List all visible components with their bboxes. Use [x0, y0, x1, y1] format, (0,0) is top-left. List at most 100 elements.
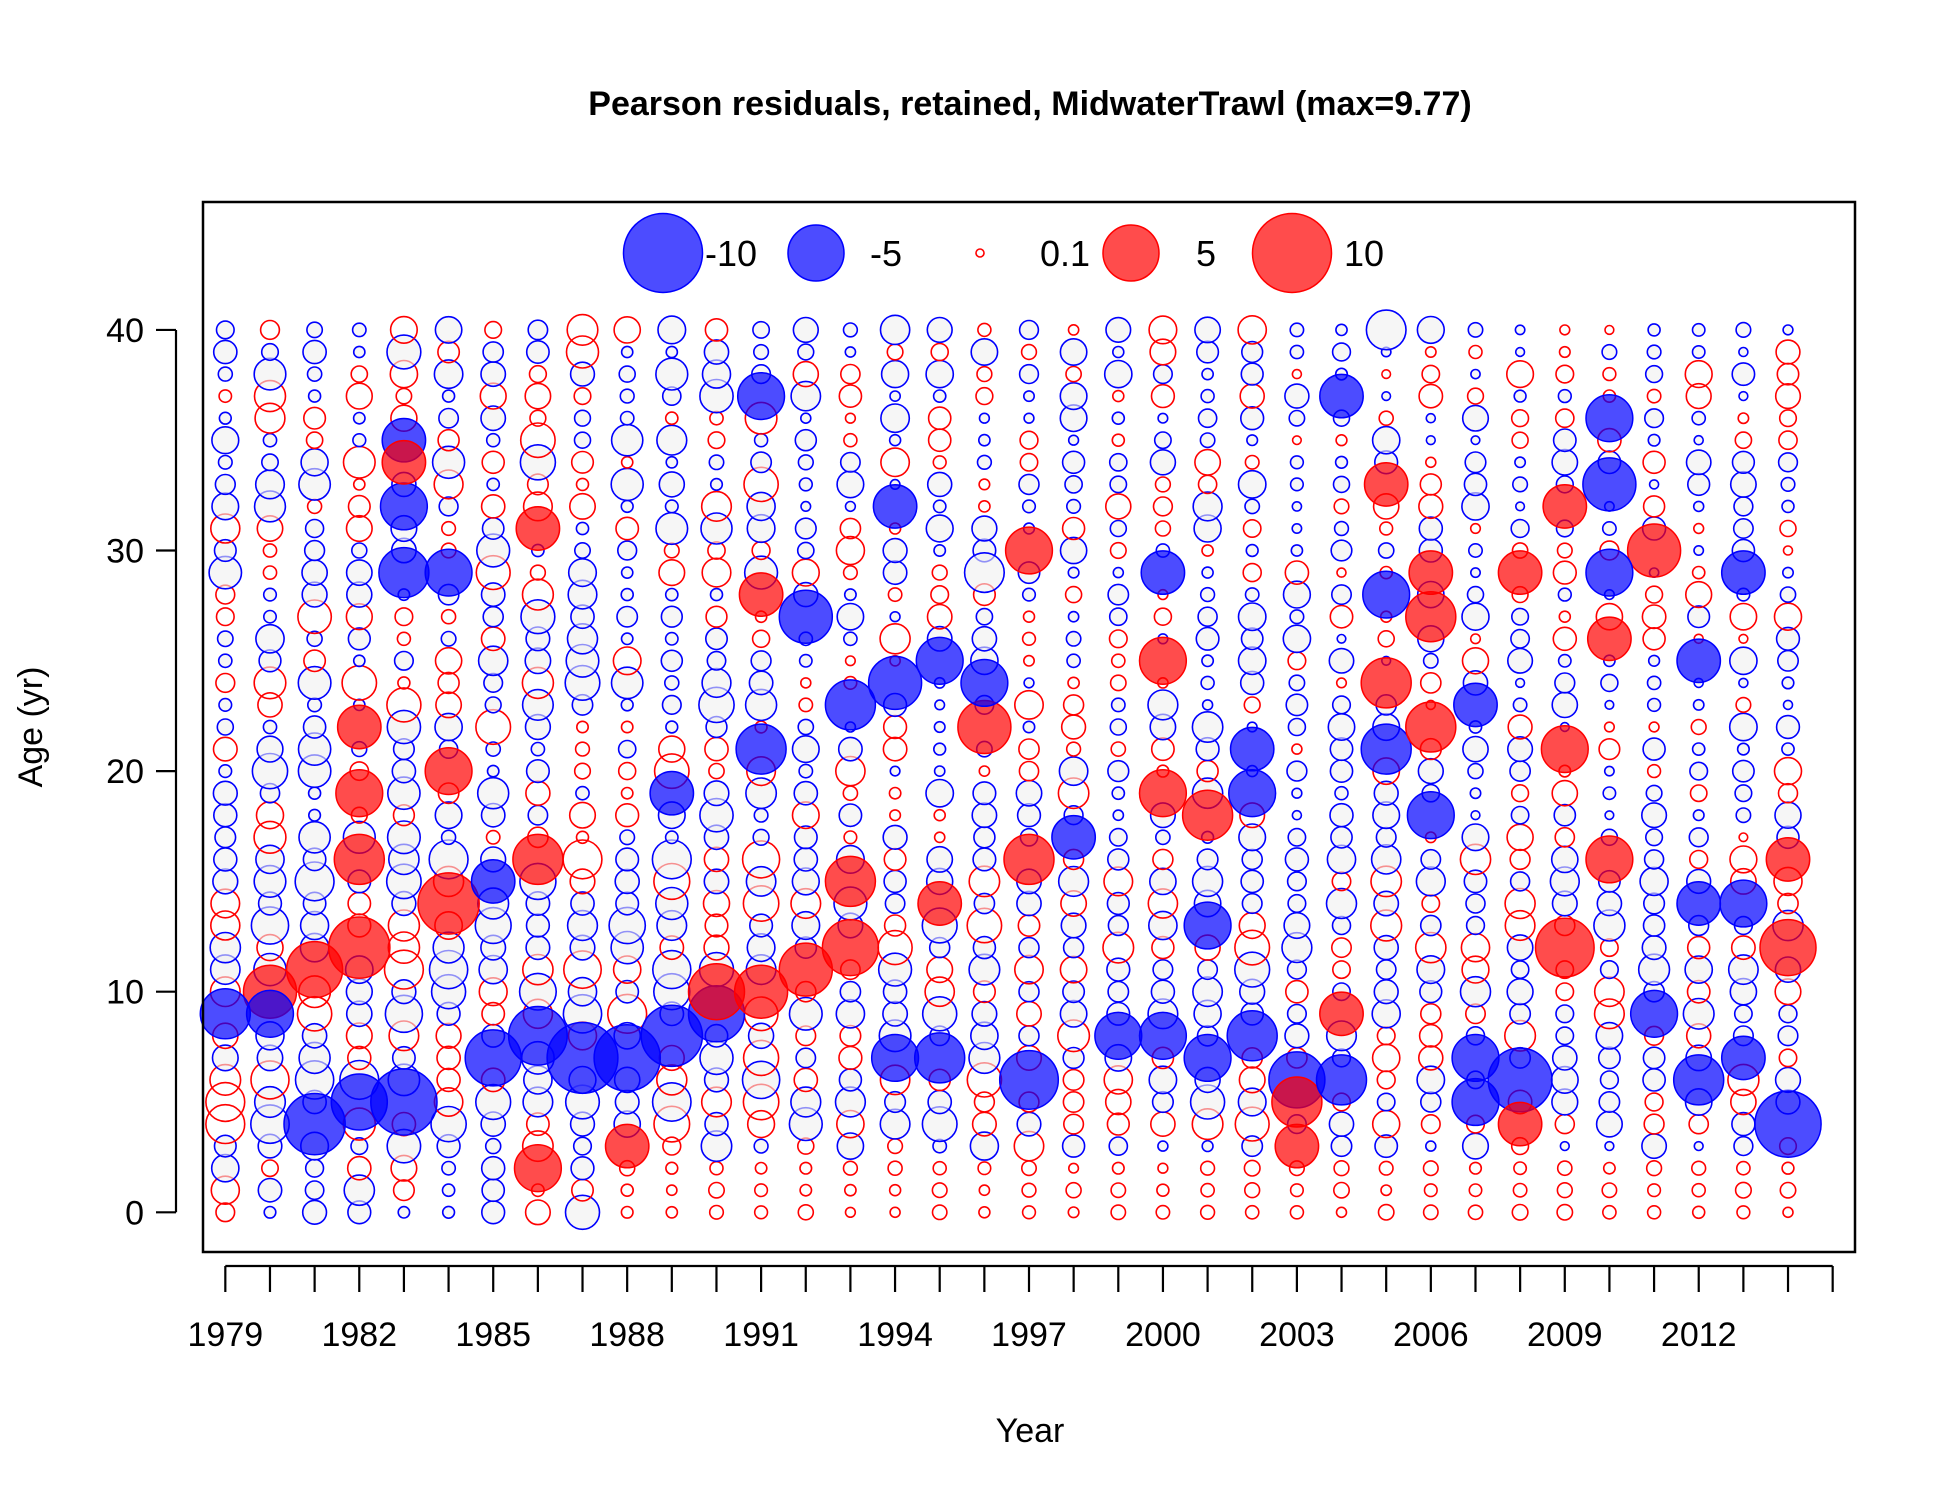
- residual-point: [665, 720, 679, 734]
- residual-point: [1106, 891, 1131, 916]
- residual-point: [703, 780, 730, 807]
- residual-point: [1013, 689, 1044, 720]
- residual-point: [1062, 980, 1086, 1004]
- residual-point: [481, 450, 506, 475]
- residual-point: [1066, 653, 1081, 669]
- residual-point: [305, 431, 324, 450]
- residual-point: [748, 913, 774, 938]
- residual-point: [1693, 544, 1705, 556]
- residual-point: [1462, 735, 1489, 763]
- residual-point: [1419, 473, 1443, 496]
- residual-point: [1646, 388, 1662, 404]
- residual-point: [1602, 1161, 1616, 1175]
- residual-point: [298, 820, 332, 854]
- residual-bubble: [1360, 723, 1412, 775]
- residual-bubble: [333, 833, 386, 886]
- residual-point: [1112, 345, 1125, 359]
- residual-point: [703, 846, 730, 873]
- residual-point: [567, 557, 598, 588]
- residual-point: [1282, 580, 1312, 609]
- residual-point: [302, 339, 328, 365]
- residual-point: [1016, 802, 1042, 828]
- residual-point: [1595, 1021, 1624, 1050]
- residual-point: [1642, 626, 1666, 651]
- residual-point: [299, 910, 330, 941]
- residual-point: [791, 734, 820, 764]
- residual-bubble: [1676, 881, 1722, 926]
- residual-point: [1646, 675, 1662, 691]
- residual-bubble: [1183, 1033, 1232, 1083]
- residual-point: [931, 564, 948, 581]
- residual-point: [1109, 718, 1128, 736]
- residual-point: [262, 432, 278, 448]
- residual-point: [1782, 699, 1794, 711]
- residual-point: [1642, 1068, 1667, 1092]
- residual-point: [614, 1089, 640, 1115]
- residual-point: [1418, 383, 1444, 409]
- residual-point: [392, 1179, 416, 1202]
- residual-point: [1691, 410, 1707, 426]
- residual-point: [1018, 980, 1040, 1003]
- residual-bubble: [872, 483, 918, 529]
- residual-bubble: [1542, 483, 1588, 529]
- residual-point: [1553, 803, 1577, 827]
- residual-point: [1061, 516, 1086, 541]
- residual-point: [1290, 544, 1304, 557]
- residual-point: [1691, 1182, 1706, 1198]
- residual-bubble: [245, 989, 295, 1038]
- residual-point: [655, 511, 689, 546]
- residual-point: [842, 564, 859, 581]
- residual-point: [800, 500, 812, 513]
- residual-point: [1371, 1043, 1401, 1073]
- residual-point: [1062, 1068, 1085, 1091]
- residual-point: [441, 1183, 456, 1198]
- residual-point: [205, 1103, 246, 1145]
- residual-point: [1558, 345, 1571, 359]
- residual-point: [1459, 975, 1492, 1008]
- residual-point: [1191, 710, 1224, 743]
- residual-point: [1018, 319, 1040, 341]
- residual-bubble: [1720, 550, 1766, 596]
- residual-point: [1110, 653, 1126, 669]
- residual-point: [1154, 520, 1172, 537]
- residual-point: [1059, 536, 1088, 565]
- residual-point: [1105, 493, 1132, 520]
- residual-point: [1285, 979, 1309, 1004]
- residual-point: [1685, 449, 1712, 476]
- residual-point: [1195, 626, 1220, 651]
- residual-point: [301, 1199, 328, 1226]
- residual-point: [529, 564, 547, 581]
- residual-point: [345, 382, 373, 410]
- residual-point: [799, 1161, 813, 1175]
- residual-point: [307, 389, 322, 403]
- residual-point: [1691, 322, 1706, 337]
- residual-point: [210, 1153, 240, 1183]
- residual-point: [795, 1047, 817, 1069]
- residual-point: [1147, 689, 1179, 721]
- residual-point: [1059, 955, 1088, 984]
- residual-point: [709, 477, 724, 492]
- residual-point: [612, 646, 642, 676]
- residual-point: [1152, 848, 1174, 871]
- residual-point: [1067, 566, 1080, 579]
- residual-point: [1735, 696, 1752, 714]
- residual-point: [931, 1204, 948, 1221]
- residual-point: [1065, 1181, 1082, 1199]
- residual-point: [1467, 321, 1484, 338]
- residual-point: [1469, 633, 1482, 645]
- residual-point: [746, 932, 776, 963]
- residual-point: [665, 1161, 679, 1175]
- residual-point: [884, 892, 906, 914]
- residual-point: [1551, 691, 1579, 719]
- residual-point: [525, 339, 550, 364]
- residual-point: [1554, 826, 1576, 848]
- residual-point: [1110, 1204, 1127, 1221]
- residual-point: [1237, 469, 1267, 499]
- residual-point: [978, 1184, 991, 1197]
- residual-point: [1556, 1160, 1573, 1177]
- residual-point: [1111, 1161, 1125, 1175]
- residual-point: [482, 341, 505, 363]
- residual-point: [306, 366, 323, 382]
- residual-point: [434, 801, 463, 830]
- residual-point: [748, 670, 774, 696]
